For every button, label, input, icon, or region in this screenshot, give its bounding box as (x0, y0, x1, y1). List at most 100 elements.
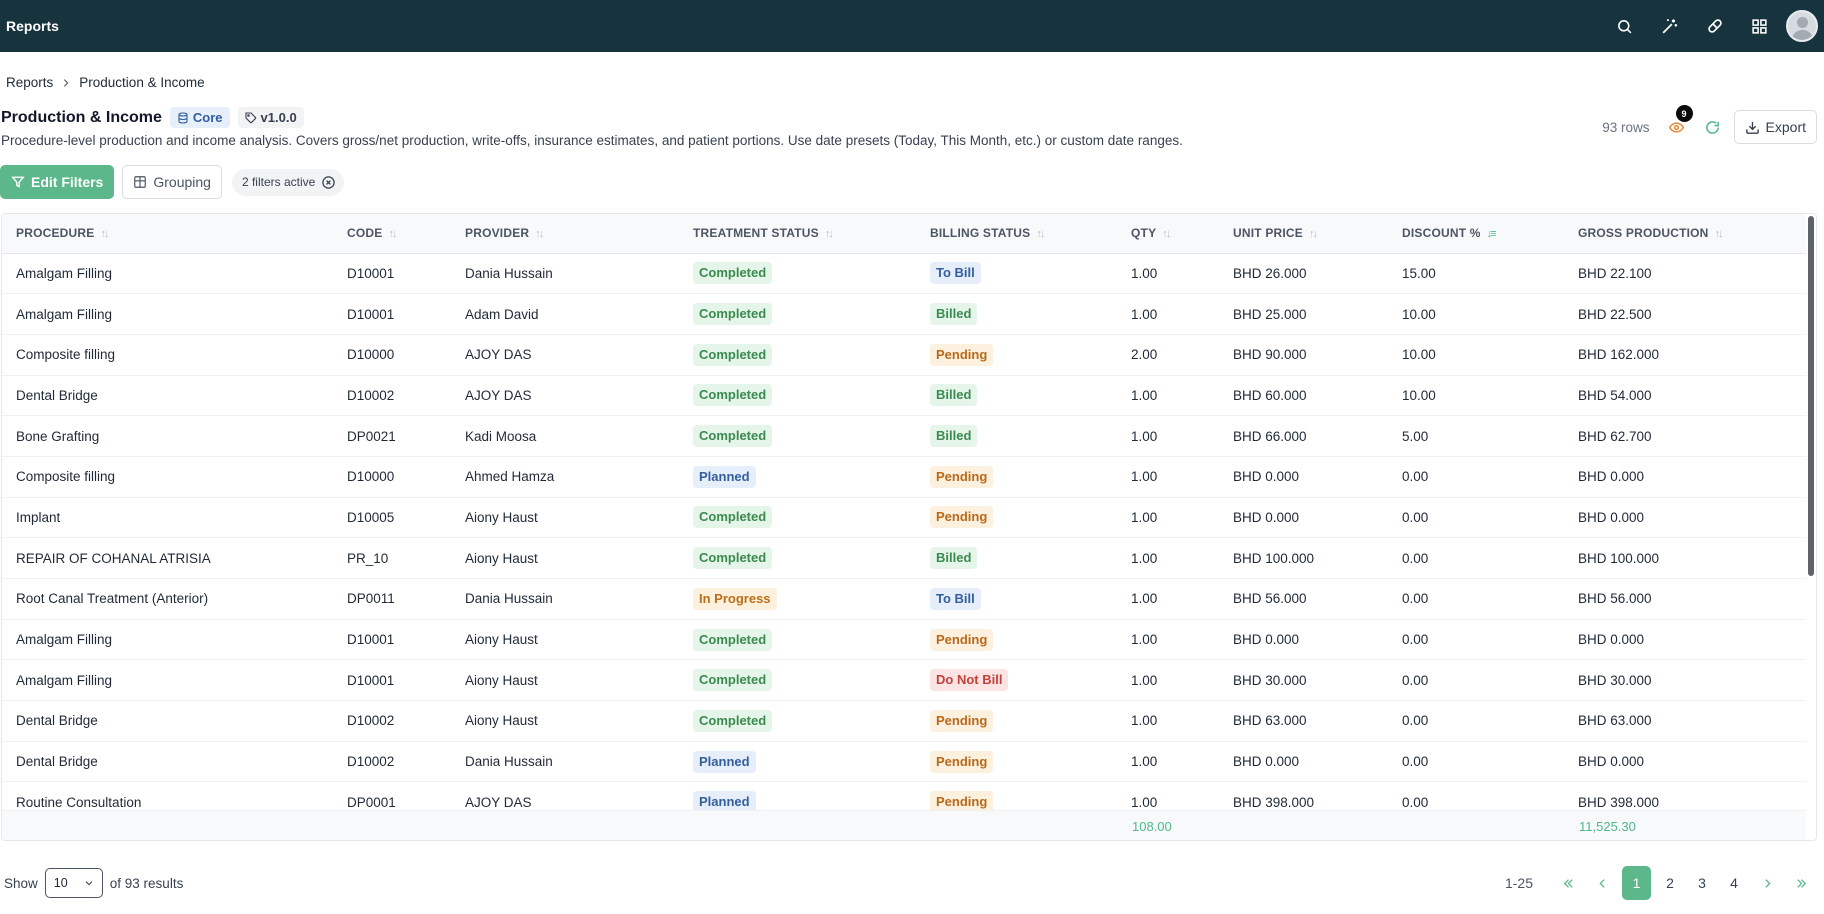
sort-icon: ↑↓ (100, 228, 109, 241)
billing-status-cell: To Bill (916, 253, 1117, 294)
gross-production-cell: BHD 0.000 (1578, 632, 1645, 648)
sort-icon: ↑↓ (1309, 228, 1318, 241)
table-row[interactable]: Amalgam Filling D10001 Aiony Haust Complete… (2, 660, 1806, 701)
next-page-icon[interactable] (1750, 866, 1784, 900)
sort-icon: ↑↓ (1714, 228, 1724, 241)
billing-status-cell: Pending (916, 782, 1117, 823)
column-header-treatment-status[interactable]: TREATMENT STATUS ↑↓ (679, 214, 916, 254)
pill-icon[interactable] (1692, 6, 1737, 46)
table-row[interactable]: Amalgam Filling D10001 Adam David Completed… (2, 294, 1806, 335)
clear-filters-icon[interactable] (321, 175, 336, 190)
provider-cell: AJOY DAS (465, 387, 532, 403)
qty-cell: 1.00 (1131, 713, 1158, 729)
gross-production-cell: BHD 54.000 (1578, 387, 1652, 403)
unit-price-cell: BHD 66.000 (1233, 428, 1307, 444)
provider-cell: Aiony Haust (465, 713, 538, 729)
treatment-status-cell: Completed (679, 660, 916, 701)
export-button[interactable]: Export (1733, 110, 1817, 144)
edit-filters-label: Edit Filters (31, 174, 104, 190)
treatment-status-badge: Completed (693, 709, 773, 732)
discount-cell: 0.00 (1402, 632, 1429, 648)
table-row[interactable]: Dental Bridge D10002 AJOY DAS Completed Bill… (2, 375, 1806, 416)
search-icon[interactable] (1602, 6, 1647, 46)
page-button-2[interactable]: 2 (1666, 875, 1674, 891)
column-header-gross-production[interactable]: GROSS PRODUCTION ↑↓ (1564, 214, 1806, 254)
unit-price-cell: BHD 0.000 (1233, 632, 1300, 648)
breadcrumb-root[interactable]: Reports (6, 75, 54, 90)
previous-page-icon[interactable] (1585, 866, 1619, 900)
column-header-qty[interactable]: QTY ↑↓ (1117, 214, 1219, 254)
avatar[interactable] (1786, 10, 1818, 42)
table-row[interactable]: Implant D10005 Aiony Haust Completed Pending… (2, 497, 1806, 538)
qty-cell: 2.00 (1131, 347, 1158, 363)
refresh-icon[interactable] (1700, 114, 1726, 140)
total-qty: 108.00 (1132, 819, 1172, 834)
table-row[interactable]: Composite filling D10000 Ahmed Hamza Planne… (2, 456, 1806, 498)
table-row[interactable]: Root Canal Treatment (Anterior) DP0011 Dan… (2, 579, 1806, 620)
unit-price-cell: BHD 30.000 (1233, 672, 1307, 688)
treatment-status-badge: Completed (693, 547, 773, 570)
procedure-cell: Implant (16, 509, 61, 525)
code-cell: D10000 (347, 347, 395, 363)
first-page-icon[interactable] (1551, 866, 1585, 900)
table-row[interactable]: Routine Consultation DP0001 AJOY DAS Planne… (2, 782, 1806, 823)
billing-status-badge: Pending (930, 628, 994, 651)
billing-status-cell: Pending (916, 456, 1117, 497)
column-header-unit-price[interactable]: UNIT PRICE ↑↓ (1219, 214, 1388, 254)
table-row[interactable]: Amalgam Filling D10001 Dania Hussain Comple… (2, 253, 1806, 294)
filter-icon (11, 176, 25, 188)
apps-grid-icon[interactable] (1737, 6, 1782, 46)
page-button-4[interactable]: 4 (1730, 875, 1738, 891)
column-header-provider[interactable]: PROVIDER ↑↓ (451, 214, 679, 254)
page-button-3[interactable]: 3 (1698, 875, 1706, 891)
page-button-1[interactable]: 1 (1622, 866, 1651, 900)
edit-filters-button[interactable]: Edit Filters (0, 165, 115, 199)
provider-cell: AJOY DAS (465, 347, 532, 363)
column-header-billing-status[interactable]: BILLING STATUS ↑↓ (916, 214, 1117, 254)
column-header-code[interactable]: CODE ↑↓ (333, 214, 451, 254)
billing-status-cell: Pending (916, 334, 1117, 375)
column-visibility-button[interactable]: 9 (1664, 105, 1693, 140)
grouping-button[interactable]: Grouping (122, 165, 222, 199)
vertical-scrollbar[interactable] (1806, 214, 1816, 840)
provider-cell: Aiony Haust (465, 632, 538, 648)
totals-row: 108.00 11,525.30 (2, 810, 1806, 840)
table-row[interactable]: Amalgam Filling D10001 Aiony Haust Complete… (2, 619, 1806, 660)
table-row[interactable]: Dental Bridge D10002 Dania Hussain Planned P… (2, 741, 1806, 782)
qty-cell: 1.00 (1131, 672, 1158, 688)
table-row[interactable]: Dental Bridge D10002 Aiony Haust Completed P… (2, 701, 1806, 742)
column-header-procedure[interactable]: PROCEDURE ↑↓ (2, 214, 333, 254)
billing-status-badge: Pending (930, 709, 994, 732)
billing-status-badge: To Bill (930, 262, 981, 285)
last-page-icon[interactable] (1784, 866, 1818, 900)
top-bar: Reports (0, 0, 1824, 52)
table-row[interactable]: Bone Grafting DP0021 Kadi Moosa Completed Bi… (2, 416, 1806, 457)
page-description: Procedure-level production and income an… (1, 133, 1183, 148)
sort-icon: ↑↓ (1162, 228, 1171, 241)
sort-desc-icon: ↓≡ (1486, 228, 1497, 241)
eye-icon (1669, 121, 1685, 133)
treatment-status-badge: Completed (693, 669, 773, 692)
treatment-status-badge: Completed (693, 384, 773, 407)
page-size-select[interactable]: 10 (44, 868, 103, 898)
code-cell: D10001 (347, 632, 395, 648)
gross-production-cell: BHD 398.000 (1578, 794, 1660, 810)
qty-cell: 1.00 (1131, 794, 1158, 810)
gross-production-cell: BHD 63.000 (1578, 713, 1652, 729)
column-header-discount[interactable]: DISCOUNT % ↓≡ (1388, 214, 1564, 254)
provider-cell: Aiony Haust (465, 672, 538, 688)
procedure-cell: Routine Consultation (16, 794, 142, 810)
treatment-status-cell: Completed (679, 538, 916, 579)
gross-production-cell: BHD 0.000 (1578, 469, 1645, 485)
billing-status-badge: Pending (930, 343, 994, 366)
table-row[interactable]: REPAIR OF COHANAL ATRISIA PR_10 Aiony Haus… (2, 538, 1806, 579)
header-actions: 93 rows 9 Export (1602, 105, 1817, 144)
scrollbar-thumb[interactable] (1808, 216, 1814, 576)
discount-cell: 0.00 (1402, 713, 1429, 729)
table-row[interactable]: Composite filling D10000 AJOY DAS Completed… (2, 334, 1806, 376)
unit-price-cell: BHD 56.000 (1233, 591, 1307, 607)
magic-wand-icon[interactable] (1647, 6, 1692, 46)
unit-price-cell: BHD 0.000 (1233, 509, 1300, 525)
qty-cell: 1.00 (1131, 509, 1158, 525)
treatment-status-cell: Planned (679, 741, 916, 782)
